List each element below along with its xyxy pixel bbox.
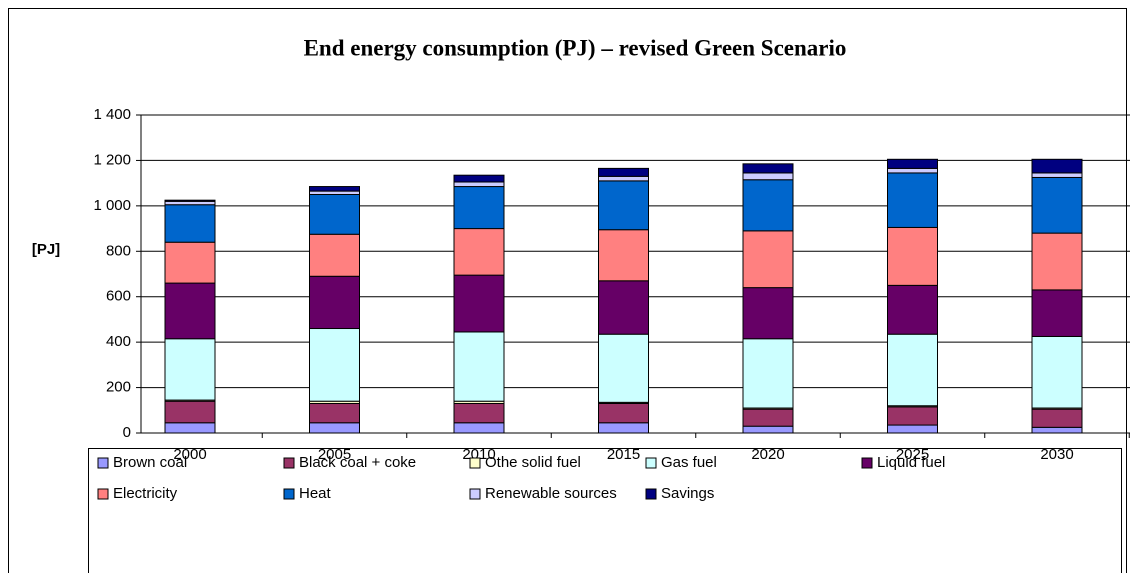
bar-segment [1031,176,1083,234]
bar-segment [309,422,360,434]
bar-segment [309,233,360,277]
bar-segment [164,204,216,243]
bar-segment [742,338,794,409]
y-axis-label: [PJ] [32,241,60,258]
legend-label: Savings [661,485,714,502]
bar-segment [598,333,649,403]
bar-segment [453,228,505,276]
bar-segment [164,282,216,340]
bar-segment [887,424,938,434]
bar-segment [887,406,938,426]
bar-segment [453,174,505,183]
legend-swatch [97,457,109,469]
bar-segment [742,425,794,434]
x-tick-label: 2020 [751,446,784,463]
bar-segment [453,181,505,188]
legend-swatch [469,488,481,500]
bar-segment [453,331,505,402]
legend-swatch [861,457,873,469]
bar-segment [453,402,505,424]
legend-label: Brown coal [113,454,187,471]
legend-label: Renewable sources [485,485,617,502]
bar-segment [742,179,794,232]
bar-segment [598,175,649,182]
y-tick-label: 1 000 [93,197,131,214]
legend-swatch [97,488,109,500]
y-tick-label: 600 [106,288,131,305]
x-tick-label: 2015 [607,446,640,463]
bar-segment [887,333,938,407]
bar-segment [1031,158,1083,174]
bar-segment [453,422,505,434]
y-tick-label: 800 [106,242,131,259]
legend-label: Heat [299,485,332,502]
bar-segment [1031,289,1083,337]
bar-segment [1031,232,1083,291]
bar-segment [887,167,938,174]
x-tick-label: 2000 [173,446,206,463]
bar-segment [164,200,216,206]
legend-box [88,448,1122,573]
bar-segment [598,167,649,177]
bar-segment [164,241,216,284]
bar-segment [598,422,649,434]
bar-segment [164,338,216,401]
legend-swatch [645,457,657,469]
legend-swatch [283,457,295,469]
legend-swatch [645,488,657,500]
x-tick-label: 2030 [1040,446,1073,463]
bar-segment [598,180,649,231]
legend-label: Black coal + coke [299,454,416,471]
bar-segment [1031,408,1083,428]
y-tick-label: 1 400 [93,106,131,123]
bar-segment [164,400,216,424]
bar-segment [453,274,505,333]
bar-segment [598,402,649,424]
legend-label: Electricity [113,485,178,502]
bar-segment [598,229,649,282]
y-tick-label: 400 [106,333,131,350]
bar-segment [887,284,938,335]
bar-segment [164,422,216,434]
bar-segment [742,172,794,181]
bar-segment [742,408,794,427]
bar-segment [742,163,794,174]
bar-segment [309,190,360,195]
bar-segment [742,287,794,340]
bar-segment [309,275,360,330]
y-tick-label: 200 [106,379,131,396]
bar-segment [887,158,938,169]
y-tick-label: 0 [123,424,131,441]
y-tick-label: 1 200 [93,151,131,168]
x-tick-label: 2005 [318,446,351,463]
chart-title: End energy consumption (PJ) – revised Gr… [304,35,847,60]
legend-label: Liquid fuel [877,454,945,471]
bar-segment [453,186,505,230]
bar-segment [309,328,360,402]
x-tick-label: 2025 [896,446,929,463]
bar-segment [309,186,360,192]
legend-label: Othe solid fuel [485,454,581,471]
bar-segment [598,280,649,335]
bar-segment [1031,426,1083,434]
legend-swatch [469,457,481,469]
bar-segment [1031,335,1083,409]
legend-label: Gas fuel [661,454,717,471]
bar-segment [742,230,794,289]
bar-segment [887,172,938,228]
bar-segment [1031,172,1083,178]
bar-segment [887,226,938,286]
bar-segment [309,194,360,235]
bar-segment [164,199,216,202]
legend-swatch [283,488,295,500]
bar-segment [309,402,360,424]
